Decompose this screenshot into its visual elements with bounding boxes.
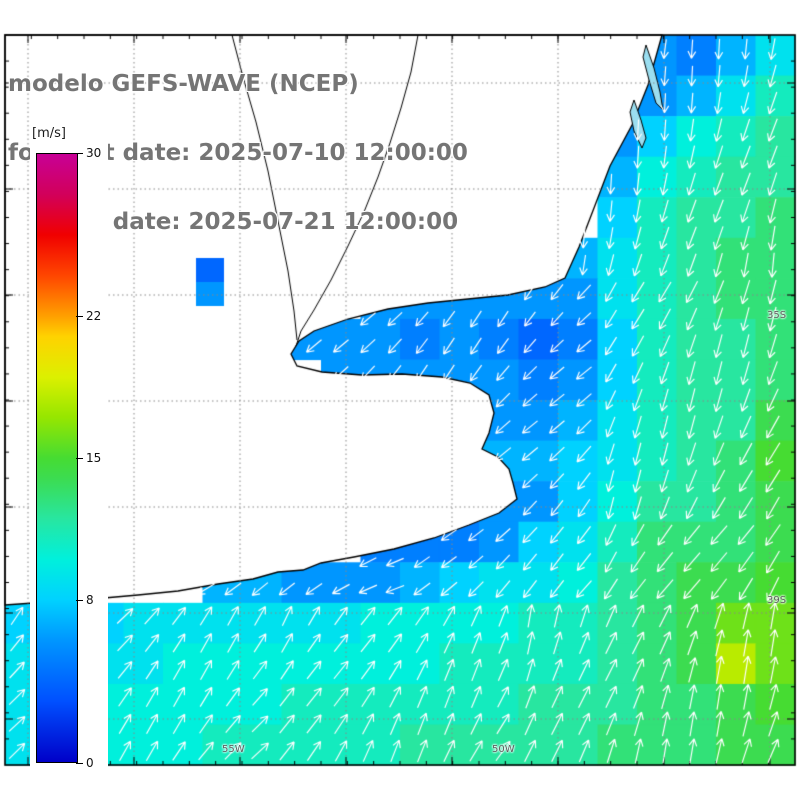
title-block: modelo GEFS-WAVE (NCEP) forecast date: 2… <box>8 27 468 280</box>
longitude-label: 55W <box>222 744 245 755</box>
colorbar-gradient <box>36 153 78 763</box>
colorbar-tick-label: 0 <box>86 756 94 770</box>
model-title: modelo GEFS-WAVE (NCEP) <box>8 71 359 97</box>
colorbar-tick-mark <box>76 458 83 459</box>
colorbar-tick-label: 15 <box>86 451 102 465</box>
colorbar-tick-label: 22 <box>86 308 102 323</box>
colorbar-tick-mark <box>76 315 83 317</box>
colorbar-tick-label: 8 <box>86 593 94 608</box>
latitude-label: 35S <box>767 310 787 321</box>
colorbar-tick-label: 30 <box>86 146 102 160</box>
colorbar-unit-label: [m/s] <box>32 126 66 141</box>
colorbar-tick-mark <box>76 153 83 154</box>
colorbar-tick-mark <box>76 763 83 764</box>
longitude-label: 50W <box>492 744 515 755</box>
colorbar: [m/s] 30 22 15 8 0 <box>30 120 108 772</box>
latitude-label: 39S <box>767 595 787 606</box>
colorbar-tick-mark <box>76 600 83 602</box>
